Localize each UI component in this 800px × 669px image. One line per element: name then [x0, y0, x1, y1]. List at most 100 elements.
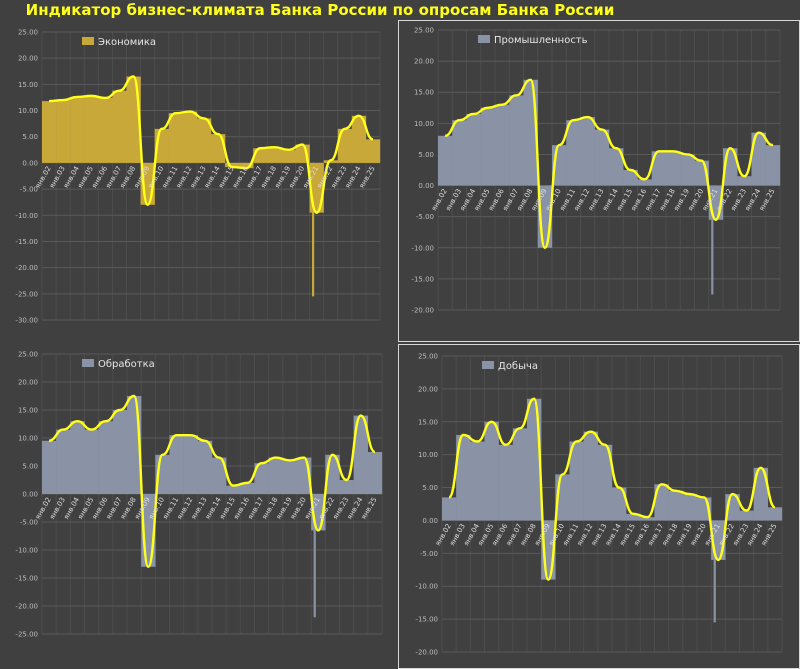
y-tick-label: -25.00: [15, 290, 38, 298]
bar--13: [594, 129, 610, 186]
bar--15: [225, 162, 240, 168]
bar--07: [112, 90, 127, 163]
bar--17: [651, 151, 667, 186]
y-tick-label: -15.00: [415, 616, 438, 624]
legend-label: Добыча: [498, 361, 538, 372]
bar--24: [351, 115, 367, 163]
y-tick-label: -10.00: [411, 244, 434, 252]
y-tick-label: -10.00: [15, 212, 38, 220]
y-tick-label: 25.00: [18, 351, 38, 359]
y-tick-label: -5.00: [416, 213, 434, 221]
bar--15: [226, 485, 241, 494]
chart-panel-manufacturing: 25.00 20.00 15.00 10.00 5.00 0.00 -5.00 -10.00 -…: [0, 344, 398, 669]
bar--17: [654, 484, 669, 521]
bar--12: [183, 435, 199, 494]
bar--16: [240, 482, 255, 494]
y-tick-label: 10.00: [418, 451, 438, 459]
y-tick-label: 25.00: [418, 353, 438, 361]
bar--12: [580, 117, 595, 186]
chart-industry: 25.00 20.00 15.00 10.00 5.00 0.00 -5.00 -10.00 -…: [398, 20, 800, 342]
y-tick-label: 15.00: [18, 407, 38, 415]
bar--13: [597, 444, 613, 521]
bar--18: [267, 147, 282, 163]
bar--15: [626, 513, 641, 521]
smoothed-line: [447, 397, 776, 581]
bar--06: [495, 104, 510, 186]
y-tick-label: 5.00: [22, 463, 38, 471]
bar--25: [367, 452, 383, 494]
legend-label: Промышленность: [494, 35, 588, 46]
bar--04: [70, 96, 85, 163]
bar--12: [583, 431, 599, 521]
bar--24: [751, 132, 766, 186]
bar--04: [470, 441, 485, 521]
y-tick-label: 0.00: [422, 517, 438, 525]
bar--02: [438, 135, 453, 186]
smoothed-line: [444, 78, 774, 249]
bar--14: [212, 457, 227, 494]
legend-swatch: [482, 361, 494, 369]
legend-label: Экономика: [98, 37, 156, 48]
y-tick-label: 5.00: [22, 133, 38, 141]
bar--19: [281, 149, 296, 163]
bar--11: [168, 113, 184, 163]
bar--23: [337, 128, 353, 163]
y-tick-label: 15.00: [414, 89, 434, 97]
y-tick-label: 0.00: [22, 159, 38, 167]
bar--19: [282, 460, 298, 494]
y-tick-label: -20.00: [15, 264, 38, 272]
y-tick-label: 5.00: [418, 151, 434, 159]
bar--03: [452, 120, 467, 186]
smoothed-line: [48, 394, 376, 569]
chart-economy: 25.00 20.00 15.00 10.00 5.00 0.00 -5.00 -10.00 -…: [15, 29, 381, 325]
y-tick-label: 15.00: [418, 418, 438, 426]
chart-manufacturing: 25.00 20.00 15.00 10.00 5.00 0.00 -5.00 -10.00 -…: [15, 351, 383, 639]
y-tick-label: 10.00: [414, 120, 434, 128]
bar--02: [442, 497, 457, 521]
bar--06: [498, 444, 514, 521]
y-tick-label: -5.00: [20, 186, 38, 194]
y-tick-label: 25.00: [414, 27, 434, 35]
y-tick-label: 0.00: [22, 491, 38, 499]
bar--25: [767, 507, 783, 521]
bar--24: [353, 415, 369, 494]
bar--05: [84, 95, 99, 163]
bar--18: [666, 151, 681, 186]
bar--03: [56, 100, 71, 163]
y-tick-label: -20.00: [411, 307, 434, 315]
y-tick-label: 10.00: [18, 107, 38, 115]
bar--05: [480, 107, 496, 186]
bar--13: [197, 440, 213, 494]
bar--02: [42, 440, 57, 494]
bar--16: [640, 517, 655, 521]
bar--12: [182, 111, 198, 163]
bar--18: [268, 457, 284, 494]
bar--07: [112, 410, 128, 494]
bar--16: [239, 162, 254, 169]
bar--23: [339, 480, 354, 494]
bar--14: [609, 148, 624, 186]
bar--25: [765, 145, 781, 186]
bar--06: [98, 421, 114, 494]
y-tick-label: -5.00: [420, 550, 438, 558]
y-tick-label: -20.00: [15, 603, 38, 611]
bar--19: [680, 154, 695, 186]
y-tick-label: -15.00: [15, 575, 38, 583]
y-tick-label: 10.00: [18, 435, 38, 443]
bar--18: [668, 490, 684, 521]
legend-label: Обработка: [98, 359, 155, 370]
bar--06: [98, 97, 113, 163]
legend: Обработка: [82, 359, 155, 370]
legend: Экономика: [82, 37, 156, 48]
legend: Добыча: [482, 361, 538, 372]
bar--19: [682, 494, 698, 521]
smoothed-line: [49, 75, 374, 214]
y-tick-label: -25.00: [15, 631, 38, 639]
legend-swatch: [82, 359, 94, 367]
bar--11: [569, 441, 584, 521]
chart-panel-economy: 25.00 20.00 15.00 10.00 5.00 0.00 -5.00 -10.00 -…: [0, 20, 398, 342]
y-tick-label: -15.00: [15, 238, 38, 246]
y-tick-label: 20.00: [18, 55, 38, 63]
bar--23: [737, 176, 752, 186]
y-tick-label: -20.00: [415, 649, 438, 657]
